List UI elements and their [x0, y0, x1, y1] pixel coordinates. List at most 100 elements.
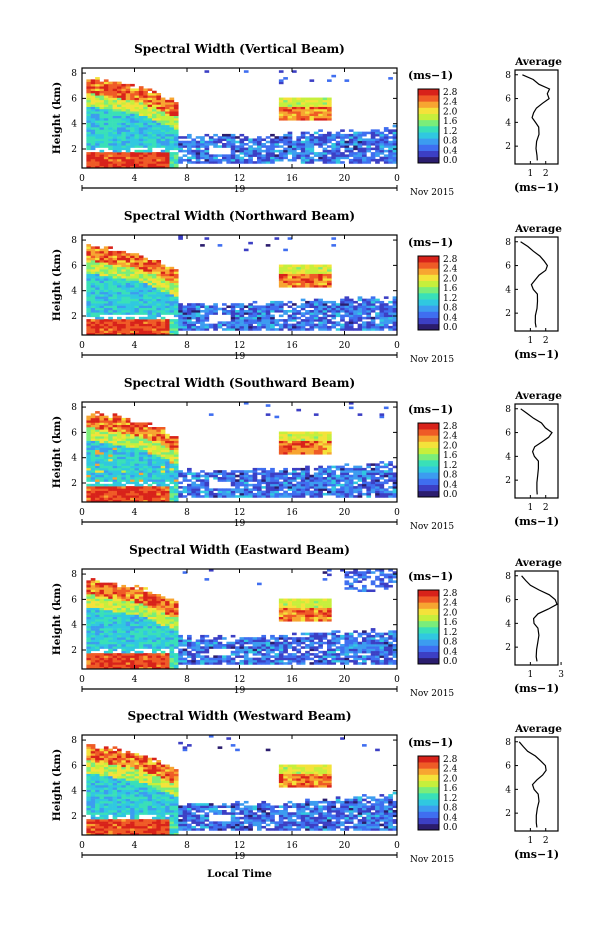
heatmap-cell	[243, 158, 249, 162]
heatmap-cell	[125, 492, 131, 496]
heatmap-cell	[130, 644, 135, 647]
heatmap-cell	[86, 657, 92, 661]
heatmap-cell	[147, 296, 153, 299]
heatmap-cell	[130, 305, 135, 309]
x-tick-label: 20	[339, 341, 351, 351]
heatmap-cell	[138, 452, 144, 455]
heatmap-cell	[296, 264, 302, 268]
heatmap-cell	[108, 644, 113, 647]
heatmap-cell	[309, 79, 315, 82]
heatmap-cell	[90, 287, 96, 290]
heatmap-cell	[95, 630, 100, 633]
heatmap-cell	[138, 273, 144, 277]
heatmap-cell	[130, 140, 135, 144]
heatmap-cell	[95, 424, 100, 428]
heatmap-cell	[300, 328, 306, 331]
heatmap-cell	[86, 143, 92, 146]
heatmap-cell	[112, 463, 118, 466]
heatmap-cell	[305, 436, 310, 439]
heatmap-cell	[383, 323, 389, 327]
heatmap-cell	[309, 477, 315, 480]
heatmap-cell	[270, 310, 275, 313]
heatmap-cell	[296, 108, 302, 112]
heatmap-cell	[152, 605, 157, 608]
heatmap-cell	[248, 145, 253, 148]
heatmap-cell	[248, 477, 253, 480]
heatmap-cell	[121, 273, 127, 277]
heatmap-cell	[204, 328, 210, 331]
heatmap-cell	[204, 495, 210, 498]
heatmap-cell	[134, 438, 140, 441]
heatmap-cell	[222, 479, 227, 482]
heatmap-cell	[143, 467, 148, 471]
heatmap-cell	[243, 310, 249, 313]
heatmap-cell	[270, 140, 275, 144]
heatmap-cell	[348, 158, 354, 162]
heatmap-cell	[99, 609, 105, 613]
heatmap-cell	[388, 463, 393, 466]
heatmap-cell	[296, 106, 302, 110]
heatmap-cell	[117, 639, 122, 643]
heatmap-cell	[138, 499, 144, 503]
heatmap-cell	[121, 605, 127, 608]
heatmap-cell	[187, 149, 192, 153]
heatmap-cell	[90, 93, 96, 96]
heatmap-cell	[99, 463, 105, 466]
heatmap-cell	[230, 156, 236, 160]
heatmap-cell	[90, 163, 96, 167]
heatmap-cell	[143, 499, 148, 503]
heatmap-cell	[125, 104, 131, 107]
heatmap-cell	[322, 445, 328, 448]
heatmap-cell	[388, 145, 393, 148]
heatmap-cell	[138, 136, 144, 139]
heatmap-cell	[156, 433, 162, 437]
heatmap-cell	[344, 467, 350, 471]
heatmap-cell	[322, 108, 328, 112]
heatmap-cell	[278, 477, 284, 480]
heatmap-cell	[86, 442, 92, 446]
heatmap-cell	[147, 266, 153, 270]
heatmap-cell	[357, 143, 363, 146]
heatmap-cell	[160, 321, 166, 324]
heatmap-cell	[103, 625, 109, 629]
heatmap-cell	[165, 122, 170, 126]
heatmap-cell	[357, 136, 363, 139]
heatmap-cell	[313, 323, 319, 327]
heatmap-cell	[375, 495, 380, 498]
heatmap-cell	[292, 445, 297, 448]
heatmap-cell	[379, 305, 385, 309]
heatmap-cell	[217, 488, 223, 491]
heatmap-cell	[278, 433, 284, 437]
heatmap-cell	[375, 492, 380, 496]
heatmap-cell	[99, 152, 105, 155]
heatmap-cell	[344, 312, 350, 315]
heatmap-cell	[134, 289, 140, 293]
heatmap-cell	[117, 433, 122, 437]
heatmap-cell	[95, 447, 100, 451]
heatmap-cell	[169, 113, 175, 117]
heatmap-cell	[274, 154, 280, 157]
heatmap-cell	[143, 131, 148, 135]
heatmap-cell	[121, 499, 127, 503]
heatmap-cell	[305, 312, 310, 315]
heatmap-cell	[143, 495, 148, 498]
heatmap-cell	[318, 278, 323, 281]
heatmap-cell	[165, 321, 170, 324]
heatmap-cell	[143, 639, 148, 643]
heatmap-cell	[283, 282, 288, 286]
heatmap-cell	[152, 323, 157, 327]
heatmap-cell	[165, 440, 170, 444]
heatmap-cell	[287, 433, 293, 437]
heatmap-cell	[283, 104, 288, 107]
heatmap-cell	[86, 452, 92, 455]
heatmap-cell	[156, 122, 162, 126]
heatmap-cell	[292, 303, 297, 306]
heatmap-cell	[169, 456, 175, 460]
heatmap-cell	[125, 129, 131, 132]
heatmap-cell	[348, 483, 354, 487]
heatmap-cell	[143, 106, 148, 110]
heatmap-cell	[143, 95, 148, 98]
heatmap-cell	[270, 472, 275, 476]
heatmap-cell	[318, 154, 323, 157]
heatmap-cell	[95, 659, 100, 663]
